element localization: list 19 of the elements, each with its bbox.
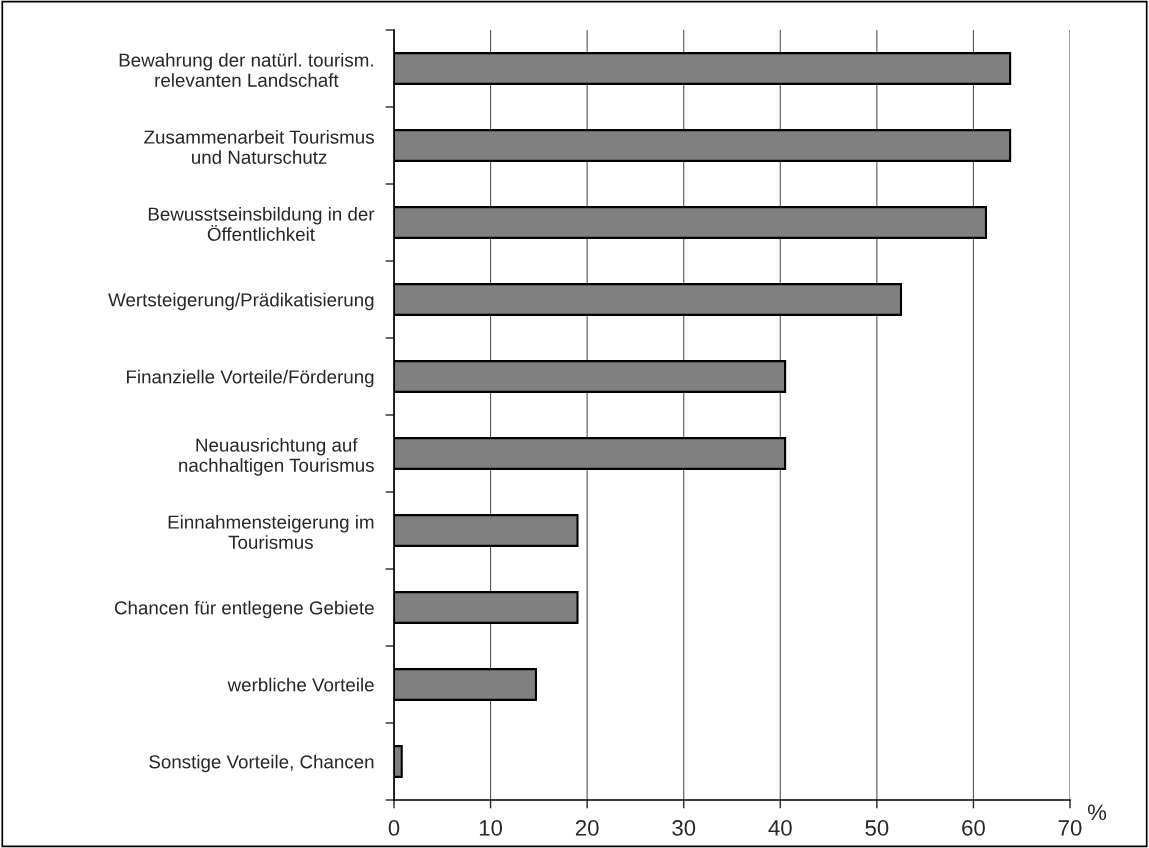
y-tick-label: Finanzielle Vorteile/Förderung — [127, 369, 374, 388]
y-tick-label: werbliche Vorteile — [227, 677, 374, 692]
x-tick-label: 0 — [388, 820, 400, 836]
y-tick-label: Einnahmensteigerung im Tourismus — [168, 514, 374, 549]
x-tick-label: 70 — [1058, 820, 1082, 836]
x-tick-label: 40 — [768, 820, 792, 836]
y-tick-label: Zusammenarbeit Tourismus und Naturschutz — [144, 129, 374, 164]
x-tick-label: 20 — [575, 820, 599, 836]
x-tick-label: 60 — [962, 820, 985, 836]
x-axis-title: % — [1087, 804, 1107, 821]
x-tick-label: 30 — [672, 820, 696, 836]
y-tick-label: Wertsteigerung/Prädikatisierung — [108, 292, 374, 311]
y-tick-label: Neuausrichtung auf nachhaltigen Tourismus — [179, 437, 374, 476]
y-tick-label: Bewahrung der natürl. tourism. relevanten Landschaft — [119, 52, 373, 87]
y-tick-label: Chancen für entlegene Gebiete — [114, 600, 374, 619]
x-tick-label: 50 — [865, 820, 889, 836]
y-tick-label: Sonstige Vorteile, Chancen — [149, 754, 374, 773]
y-tick-label: Bewusstseinsbildung in der Öffentlichkeit — [148, 206, 375, 241]
x-tick-label: 10 — [479, 820, 503, 836]
